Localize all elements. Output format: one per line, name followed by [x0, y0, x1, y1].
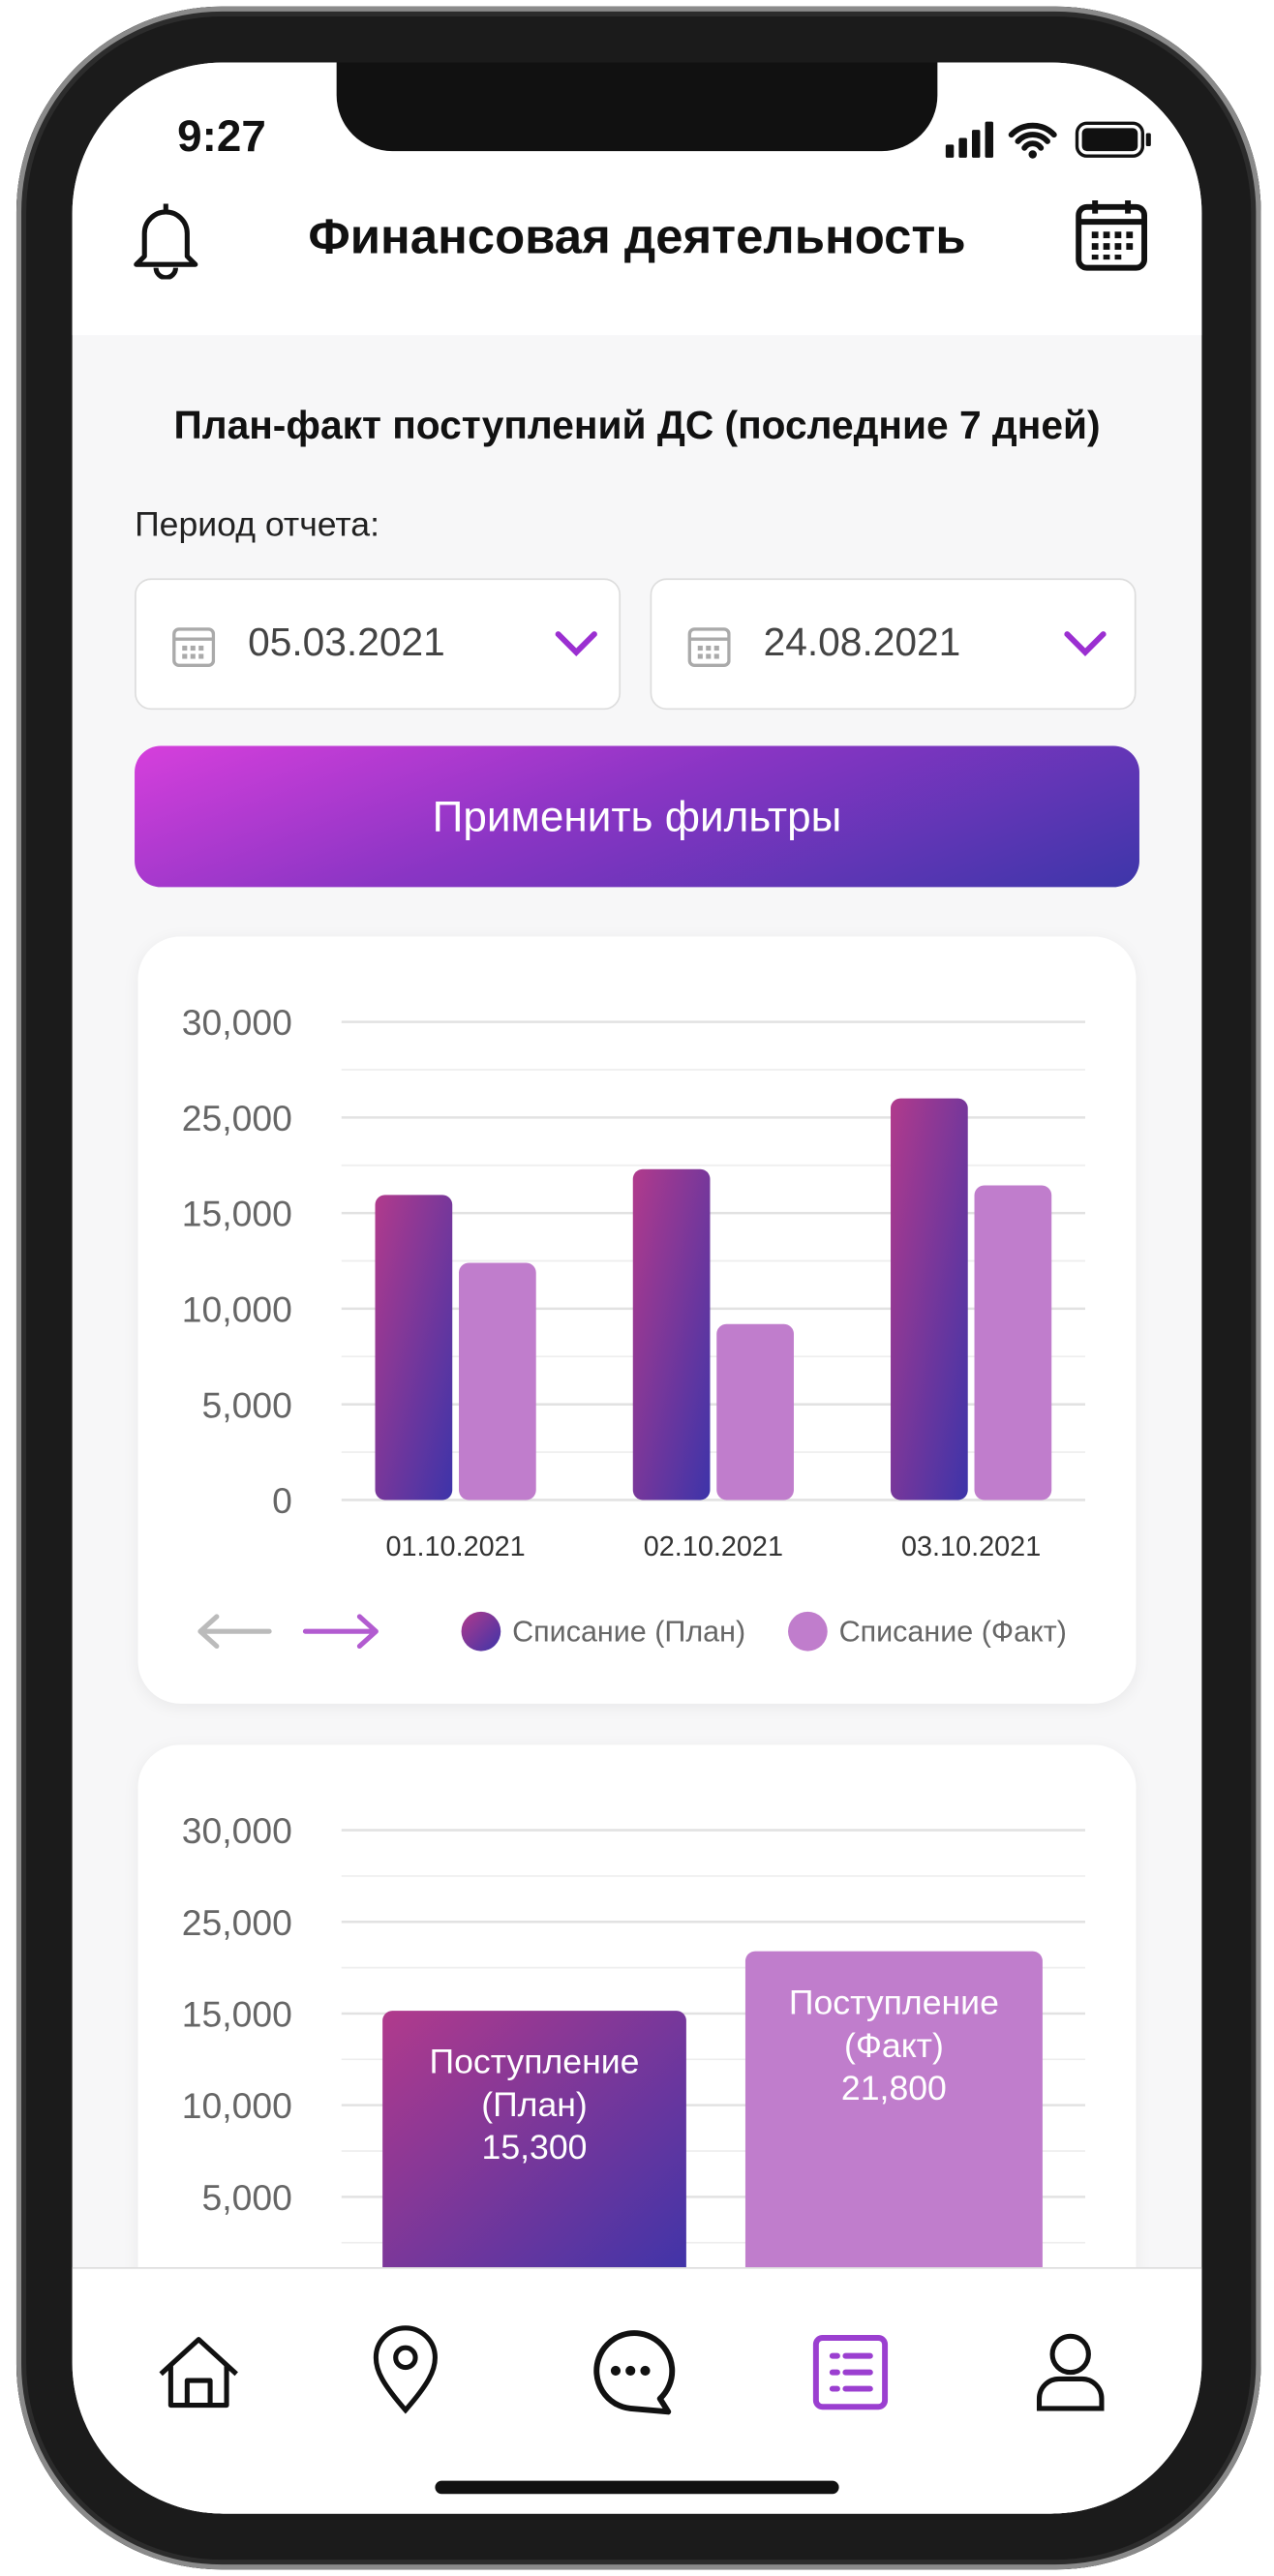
screen: 9:27 Финансовая деятельность План-факт п… [72, 62, 1202, 2514]
nav-chat[interactable] [593, 2330, 676, 2415]
charts: 0 5,000 10,000 15,000 25,000 30,000 01.10.2021… [182, 1002, 1085, 2310]
y-tick-label: 30,000 [182, 1002, 292, 1043]
value-label: 21,800 [840, 2069, 947, 2107]
x-tick-label: 01.10.2021 [385, 1531, 525, 1562]
bar [459, 1262, 536, 1500]
y-tick-label: 10,000 [182, 1288, 292, 1329]
status-icons [945, 121, 1151, 159]
nav-profile[interactable] [1036, 2333, 1105, 2411]
y-tick-label: 15,000 [182, 1194, 292, 1234]
chevron [555, 631, 597, 656]
legend-label: Списание (План) [512, 1615, 745, 1648]
home-indicator [435, 2480, 839, 2495]
section-title: План-факт поступлений ДС (последние 7 дн… [173, 404, 1101, 449]
apply-button[interactable]: Применить фильтры [135, 745, 1139, 888]
bar-name: Поступление (Факт) [788, 1984, 999, 2065]
nav-home[interactable] [159, 2337, 238, 2409]
chevron [1064, 631, 1107, 656]
bar [744, 1951, 1043, 2289]
date-text: 05.03.2021 [248, 621, 445, 666]
bar [382, 2011, 686, 2289]
y-tick-label: 5,000 [202, 1384, 292, 1425]
bar [974, 1185, 1052, 1500]
bell-icon[interactable] [128, 197, 203, 280]
date-icon [687, 627, 731, 668]
y-tick-label: 0 [272, 1480, 292, 1521]
period-label: Период отчета: [135, 505, 380, 544]
x-tick-label: 03.10.2021 [901, 1531, 1041, 1562]
y-tick-label: 25,000 [182, 1098, 292, 1138]
calendar-icon[interactable] [1074, 197, 1149, 273]
nav-icons [159, 2325, 1105, 2415]
prev-arrow[interactable] [197, 1614, 272, 1650]
legend-swatch [788, 1611, 828, 1652]
legend-swatch [461, 1611, 501, 1652]
y-tick-label: 25,000 [182, 1902, 292, 1943]
bar [716, 1323, 794, 1500]
bar [891, 1098, 968, 1500]
y-tick-label: 10,000 [182, 2085, 292, 2126]
notch [336, 62, 938, 152]
y-tick-label: 30,000 [182, 1810, 292, 1851]
bottom-nav [72, 2266, 1202, 2514]
date-icon [172, 627, 216, 668]
y-tick-label: 5,000 [202, 2177, 292, 2218]
y-tick-label: 15,000 [182, 1994, 292, 2035]
status-time: 9:27 [177, 111, 266, 162]
bar [632, 1168, 711, 1500]
date-from[interactable]: 05.03.2021 [135, 578, 622, 711]
bar [375, 1195, 453, 1500]
bar-name: Поступление (План) [429, 2044, 640, 2125]
legend-label: Списание (Факт) [839, 1615, 1067, 1648]
header-title: Финансовая деятельность [308, 210, 966, 265]
date-to[interactable]: 24.08.2021 [650, 578, 1137, 711]
date-text: 24.08.2021 [763, 621, 961, 666]
nav-map[interactable] [373, 2325, 438, 2414]
x-tick-label: 02.10.2021 [644, 1531, 783, 1562]
next-arrow[interactable] [302, 1614, 379, 1650]
nav-list[interactable] [812, 2335, 889, 2410]
value-label: 15,300 [481, 2129, 588, 2167]
